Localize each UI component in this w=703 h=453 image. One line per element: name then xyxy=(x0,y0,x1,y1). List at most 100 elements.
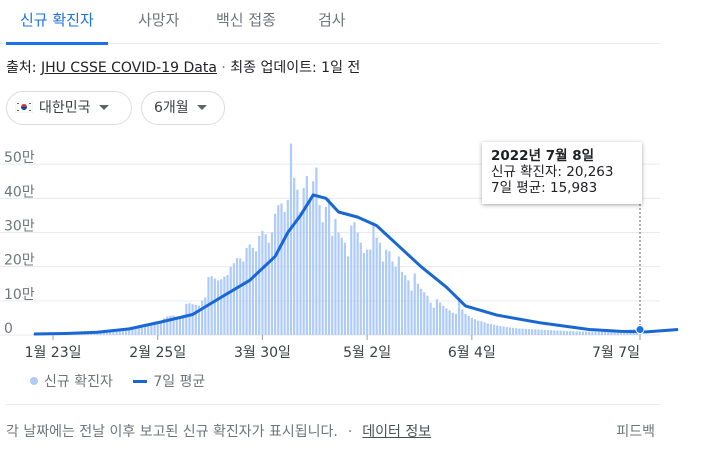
case-bar xyxy=(137,327,140,335)
average-line xyxy=(33,193,679,336)
case-bar xyxy=(550,330,553,335)
case-bar xyxy=(124,329,128,335)
case-bar xyxy=(534,329,537,335)
case-bar xyxy=(254,251,258,335)
case-bar xyxy=(169,315,172,335)
case-bar xyxy=(597,331,600,335)
case-bar xyxy=(131,328,134,335)
case-bar xyxy=(416,283,420,335)
case-bar xyxy=(448,310,451,335)
footer-note: 각 날짜에는 전날 이후 보고된 신규 확진자가 표시됩니다. xyxy=(6,424,338,440)
x-tick-label: 2월 25일 xyxy=(129,345,186,361)
case-bar xyxy=(308,200,312,335)
case-bar xyxy=(378,242,381,335)
case-bar xyxy=(258,235,261,335)
feedback-button[interactable]: 피드백 xyxy=(616,424,655,440)
case-bar xyxy=(185,303,188,335)
case-bar xyxy=(591,331,594,335)
case-bar xyxy=(315,167,318,335)
case-bar xyxy=(350,225,353,335)
tab-tests[interactable]: 검사 xyxy=(318,11,346,29)
y-tick-label: 0 xyxy=(4,321,13,337)
case-bar xyxy=(502,326,505,335)
case-bar xyxy=(216,280,220,335)
case-bar xyxy=(559,330,562,335)
case-bar xyxy=(556,330,559,335)
case-bar xyxy=(324,206,327,336)
case-bar xyxy=(464,313,467,335)
case-bar xyxy=(492,324,496,335)
case-bar xyxy=(362,253,366,335)
case-bar xyxy=(191,304,194,335)
tab-vaccinations[interactable]: 백신 접종 xyxy=(216,11,276,29)
case-bar xyxy=(613,331,616,335)
case-bar xyxy=(274,213,277,335)
case-bar xyxy=(581,331,584,335)
case-bar xyxy=(359,242,362,335)
case-bar xyxy=(454,313,458,335)
case-bar xyxy=(353,222,356,335)
case-bar xyxy=(210,276,213,335)
case-bar xyxy=(229,266,232,335)
footer-note-row: 각 날짜에는 전날 이후 보고된 신규 확진자가 표시됩니다. · 데이터 정보 xyxy=(6,421,431,441)
case-bar xyxy=(588,331,591,335)
legend-bars-label: 신규 확진자 xyxy=(44,374,113,390)
case-bar xyxy=(283,212,286,335)
case-bar xyxy=(153,321,156,335)
chart-legend: 신규 확진자 7일 평균 xyxy=(30,371,205,391)
case-bar xyxy=(524,328,527,335)
case-bar xyxy=(610,331,613,335)
case-bar xyxy=(489,324,492,335)
case-bar xyxy=(603,331,607,335)
case-bar xyxy=(188,303,191,335)
case-bar xyxy=(531,329,534,335)
last-updated: 최종 업데이트: 1일 전 xyxy=(230,60,361,76)
x-tick-label: 5월 2일 xyxy=(343,345,391,361)
y-tick-label: 40만 xyxy=(4,184,35,200)
case-bar xyxy=(159,323,163,335)
data-info-link[interactable]: 데이터 정보 xyxy=(362,424,432,440)
case-bar xyxy=(445,308,448,335)
case-bar xyxy=(245,247,248,336)
country-dropdown[interactable]: 대한민국 xyxy=(6,91,132,125)
cases-chart[interactable]: 0 10만 20만 30만 40만 50만 1월 23일 2월 25일 3월 30일 5월 2일… xyxy=(0,130,703,370)
case-bar xyxy=(178,316,182,335)
tab-deaths[interactable]: 사망자 xyxy=(138,11,180,29)
case-bar xyxy=(296,189,299,335)
case-bar xyxy=(442,305,445,335)
case-bar xyxy=(248,244,251,335)
case-bar xyxy=(391,261,394,335)
case-bar xyxy=(619,330,623,335)
source-separator: · xyxy=(221,60,226,76)
case-bar xyxy=(467,315,470,335)
case-bar xyxy=(521,328,524,335)
case-bar xyxy=(600,331,604,335)
case-bar xyxy=(575,331,578,335)
case-bar xyxy=(166,316,169,335)
period-dropdown[interactable]: 6개월 xyxy=(141,91,225,125)
case-bar xyxy=(102,332,105,335)
y-tick-label: 10만 xyxy=(4,287,35,303)
case-bar xyxy=(337,232,340,335)
case-bar xyxy=(261,230,264,335)
case-bar xyxy=(540,329,543,335)
case-bar xyxy=(213,278,216,336)
case-bar xyxy=(251,247,255,336)
case-bar xyxy=(616,331,619,335)
case-bar xyxy=(381,261,385,335)
case-bar xyxy=(204,297,207,335)
case-bar xyxy=(232,263,235,335)
case-bar xyxy=(112,331,115,335)
case-bar xyxy=(410,290,413,335)
case-bar xyxy=(109,331,112,335)
case-bar xyxy=(527,329,531,335)
case-bar xyxy=(327,198,331,335)
case-bar xyxy=(508,327,512,335)
source-link[interactable]: JHU CSSE COVID-19 Data xyxy=(40,60,217,76)
tab-new-cases[interactable]: 신규 확진자 xyxy=(6,0,108,45)
case-bar xyxy=(194,304,197,335)
tooltip-date: 2022년 7월 8일 xyxy=(491,148,595,164)
case-bar xyxy=(340,237,343,336)
case-bar xyxy=(486,323,489,335)
case-bar xyxy=(223,276,226,335)
